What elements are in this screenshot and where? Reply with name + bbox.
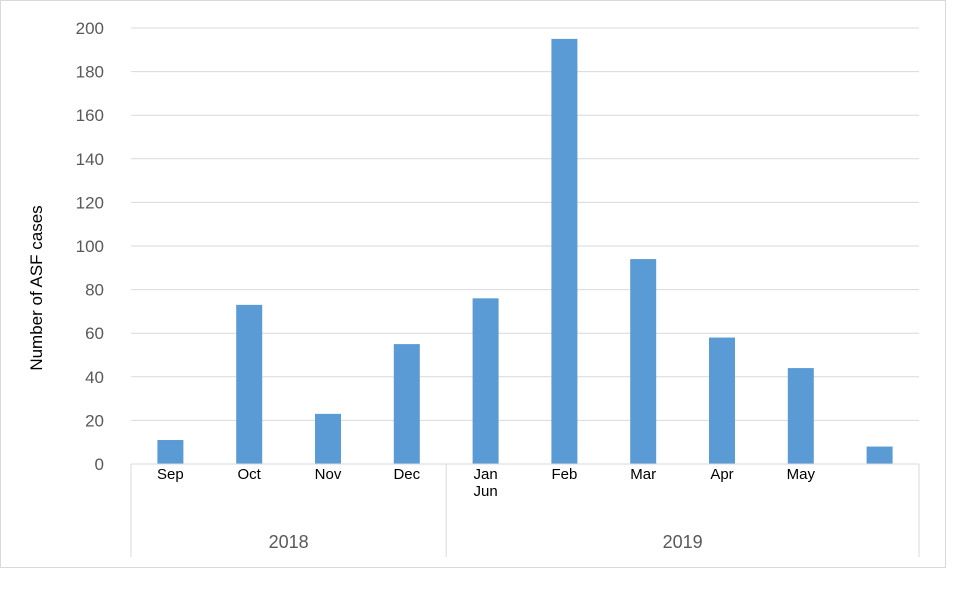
asf-cases-bar-chart: 0 20 40 60 80 100 120 140 160 180 200 Sep Oct Nov Dec…: [27, 19, 920, 557]
category-label-dec: Dec: [393, 466, 420, 483]
y-tick-label: 200: [76, 19, 104, 38]
y-tick-label: 60: [85, 324, 104, 343]
x-axis-category-labels: Sep Oct Nov Dec Jan Feb Mar Apr May Jun: [157, 466, 815, 500]
group-label-2018: 2018: [269, 532, 309, 552]
y-tick-label: 140: [76, 150, 104, 169]
category-label-oct: Oct: [238, 466, 262, 483]
bar-jun: [866, 446, 893, 464]
y-tick-label: 120: [76, 193, 104, 212]
bar-oct: [236, 304, 263, 464]
y-tick-label: 40: [85, 368, 104, 387]
bar-dec: [393, 344, 420, 464]
y-tick-label: 100: [76, 237, 104, 256]
category-label-sep: Sep: [157, 466, 184, 483]
bar-apr: [709, 337, 735, 464]
bar-nov: [315, 413, 341, 464]
y-tick-label: 160: [76, 106, 104, 125]
bar-may: [787, 368, 814, 464]
y-axis-title: Number of ASF cases: [27, 205, 46, 370]
chart-frame: [0, 0, 946, 568]
category-label-nov: Nov: [315, 466, 342, 483]
x-axis-group-box: 2018 2019: [130, 463, 920, 557]
category-label-may: May: [787, 466, 816, 483]
bar-feb: [551, 38, 578, 465]
category-label-jan: Jan: [474, 466, 498, 483]
y-axis-tick-labels: 0 20 40 60 80 100 120 140 160 180 200: [76, 19, 104, 474]
bar-jan: [472, 298, 499, 464]
y-tick-label: 80: [85, 281, 104, 300]
bar-mar: [630, 259, 657, 464]
bar-sep: [157, 440, 184, 464]
category-label-feb: Feb: [551, 466, 577, 483]
category-label-mar: Mar: [630, 466, 656, 483]
gridlines: [131, 27, 919, 421]
bars: [157, 38, 893, 465]
group-label-2019: 2019: [663, 532, 703, 552]
category-label-apr: Apr: [710, 466, 733, 483]
y-tick-label: 20: [85, 411, 104, 430]
y-tick-label: 180: [76, 63, 104, 82]
category-label-jun: Jun: [474, 483, 498, 500]
y-tick-label: 0: [95, 455, 104, 474]
